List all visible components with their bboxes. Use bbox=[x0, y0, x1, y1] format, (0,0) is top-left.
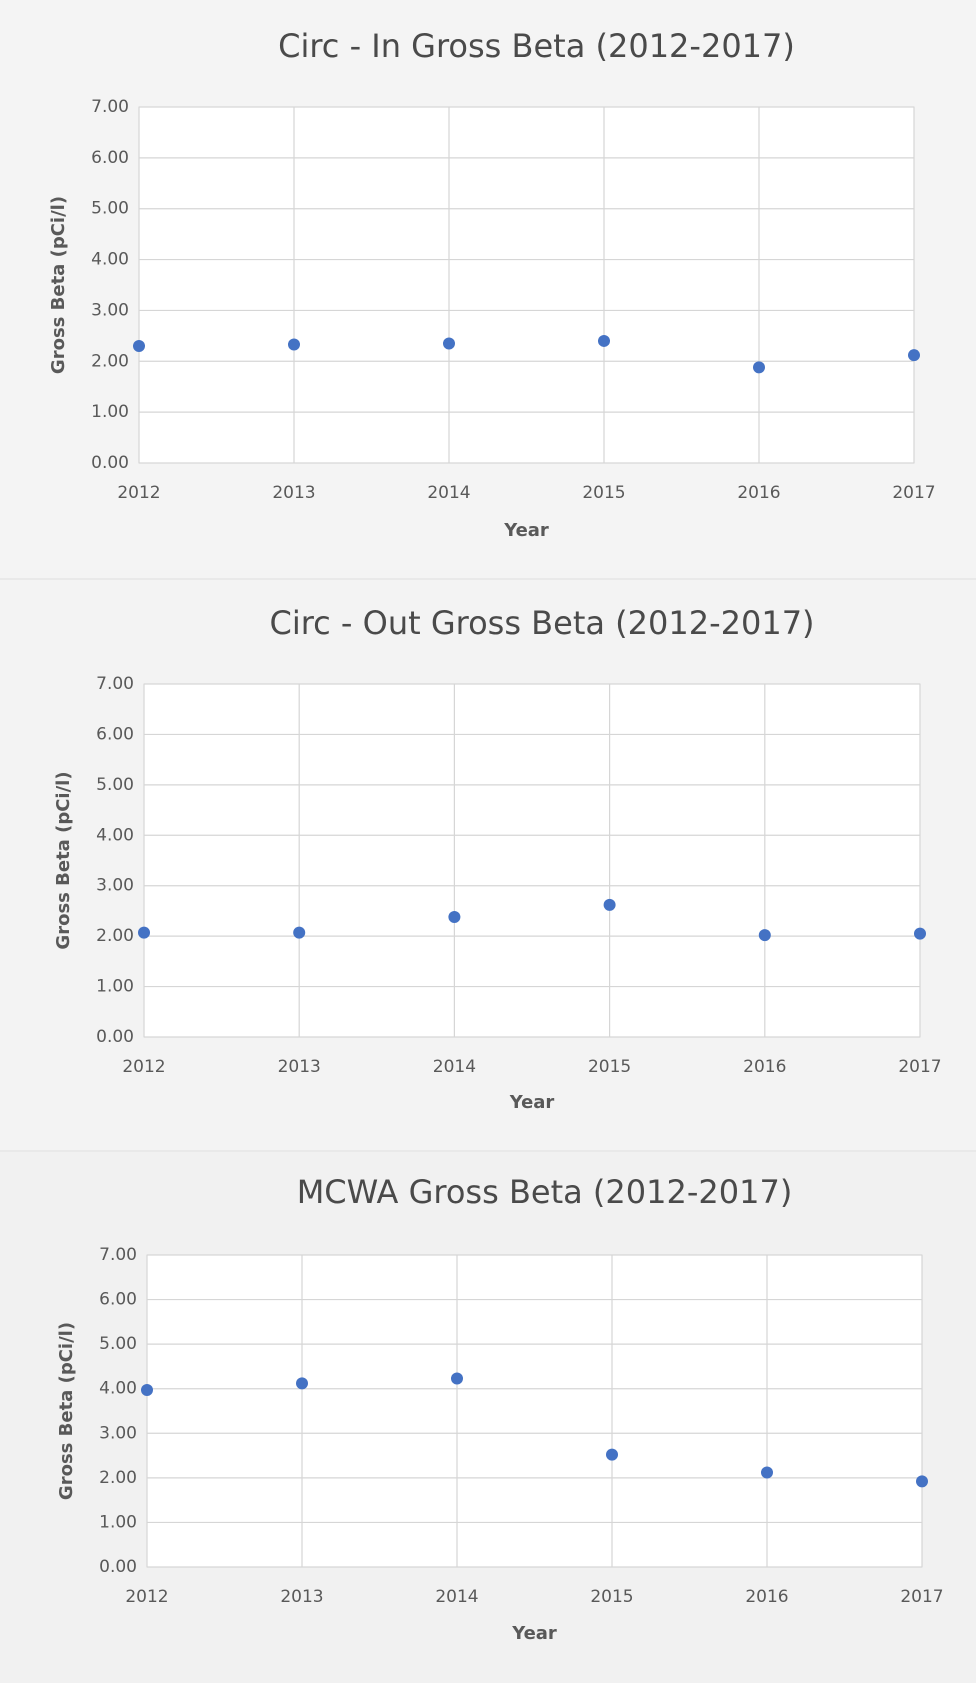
y-tick-label: 2.00 bbox=[91, 351, 129, 371]
data-point bbox=[141, 1384, 153, 1397]
y-tick-label: 4.00 bbox=[99, 1379, 137, 1399]
x-tick-label: 2016 bbox=[737, 483, 780, 503]
y-axis-title: Gross Beta (pCi/l) bbox=[53, 771, 74, 949]
y-tick-label: 6.00 bbox=[99, 1290, 137, 1310]
plot-area bbox=[146, 1254, 923, 1568]
plot-area bbox=[138, 106, 915, 464]
x-tick-label: 2012 bbox=[117, 483, 160, 503]
x-tick-label: 2013 bbox=[272, 483, 315, 503]
y-tick-label: 2.00 bbox=[99, 1468, 137, 1488]
y-tick-label: 7.00 bbox=[99, 1245, 137, 1265]
x-tick-label: 2015 bbox=[590, 1587, 633, 1607]
data-point bbox=[451, 1372, 463, 1385]
y-tick-label: 5.00 bbox=[96, 775, 134, 795]
x-tick-label: 2015 bbox=[588, 1057, 631, 1077]
plot-area bbox=[143, 683, 921, 1038]
data-point bbox=[448, 910, 461, 923]
data-point bbox=[753, 361, 765, 374]
y-tick-label: 7.00 bbox=[96, 674, 134, 694]
y-tick-label: 2.00 bbox=[96, 926, 134, 946]
x-tick-label: 2015 bbox=[582, 483, 625, 503]
data-point bbox=[916, 1475, 928, 1488]
data-point bbox=[598, 334, 610, 347]
chart-title: Circ - In Gross Beta (2012-2017) bbox=[278, 27, 795, 65]
y-tick-label: 4.00 bbox=[91, 250, 129, 270]
y-tick-label: 5.00 bbox=[91, 199, 129, 219]
y-axis-title: Gross Beta (pCi/l) bbox=[48, 196, 69, 374]
x-tick-label: 2014 bbox=[435, 1587, 478, 1607]
chart-title: MCWA Gross Beta (2012-2017) bbox=[297, 1173, 793, 1211]
data-point bbox=[603, 898, 616, 911]
y-tick-label: 6.00 bbox=[91, 148, 129, 168]
data-point bbox=[761, 1466, 773, 1479]
data-point bbox=[296, 1377, 308, 1390]
data-point bbox=[288, 338, 300, 351]
y-tick-label: 4.00 bbox=[96, 825, 134, 845]
x-tick-label: 2017 bbox=[892, 483, 935, 503]
y-tick-label: 3.00 bbox=[96, 876, 134, 896]
y-tick-label: 0.00 bbox=[91, 453, 129, 473]
y-tick-label: 7.00 bbox=[91, 97, 129, 117]
chart-title: Circ - Out Gross Beta (2012-2017) bbox=[269, 604, 814, 642]
data-point bbox=[914, 927, 926, 940]
y-axis-title: Gross Beta (pCi/l) bbox=[56, 1322, 77, 1500]
x-tick-label: 2016 bbox=[743, 1057, 786, 1077]
x-tick-label: 2012 bbox=[125, 1587, 168, 1607]
y-tick-label: 3.00 bbox=[99, 1423, 137, 1443]
y-tick-label: 1.00 bbox=[99, 1512, 137, 1532]
data-point bbox=[293, 926, 306, 939]
data-point bbox=[443, 337, 455, 350]
x-tick-label: 2013 bbox=[280, 1587, 323, 1607]
x-tick-label: 2014 bbox=[427, 483, 470, 503]
x-axis-title: Year bbox=[509, 1092, 555, 1113]
x-tick-label: 2013 bbox=[278, 1057, 321, 1077]
x-tick-label: 2016 bbox=[745, 1587, 788, 1607]
y-tick-label: 5.00 bbox=[99, 1334, 137, 1354]
y-tick-label: 1.00 bbox=[96, 977, 134, 997]
x-axis-title: Year bbox=[511, 1623, 557, 1644]
x-tick-label: 2017 bbox=[898, 1057, 941, 1077]
x-tick-label: 2012 bbox=[122, 1057, 165, 1077]
data-point bbox=[606, 1448, 618, 1461]
y-tick-label: 6.00 bbox=[96, 724, 134, 744]
y-tick-label: 0.00 bbox=[99, 1557, 137, 1577]
y-tick-label: 1.00 bbox=[91, 402, 129, 422]
x-tick-label: 2017 bbox=[900, 1587, 943, 1607]
y-tick-label: 3.00 bbox=[91, 300, 129, 320]
data-point bbox=[133, 340, 145, 353]
x-axis-title: Year bbox=[503, 520, 549, 541]
x-tick-label: 2014 bbox=[433, 1057, 476, 1077]
data-point bbox=[908, 349, 920, 362]
y-tick-label: 0.00 bbox=[96, 1027, 134, 1047]
data-point bbox=[758, 929, 771, 942]
data-point bbox=[138, 926, 150, 939]
